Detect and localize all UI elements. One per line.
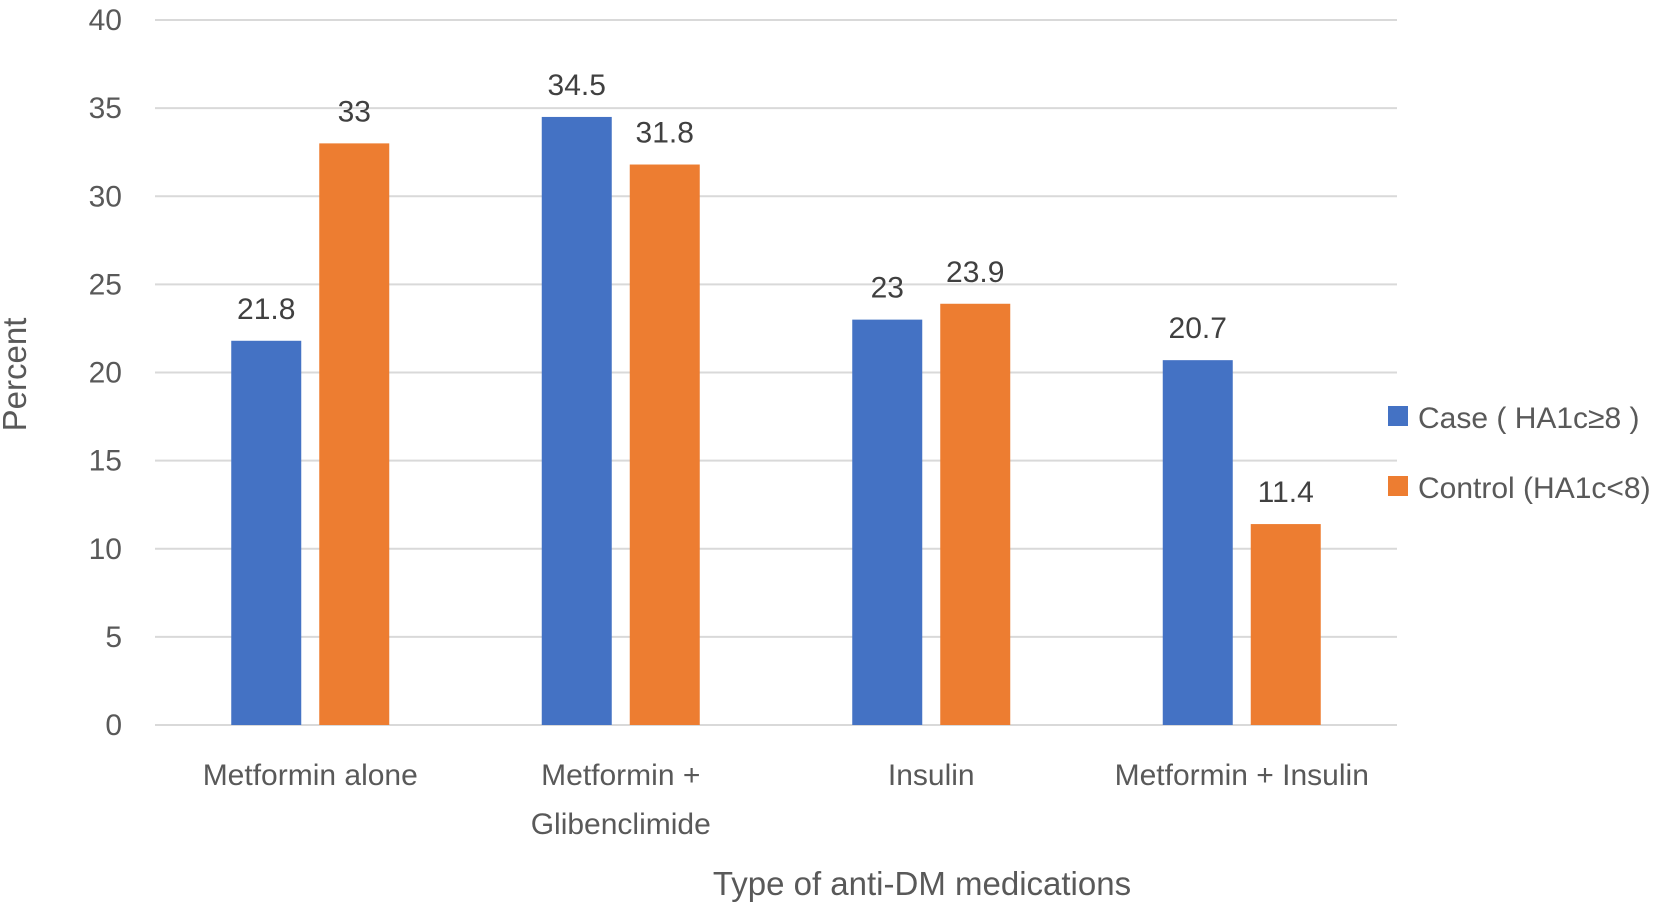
bar-control	[940, 303, 1011, 725]
data-label: 34.5	[548, 69, 606, 102]
x-tick-label: Insulin	[888, 759, 975, 792]
y-axis-title: Percent	[0, 318, 33, 432]
data-label: 21.8	[237, 293, 295, 326]
legend-label-control: Control (HA1c<8)	[1418, 472, 1651, 505]
y-tick-label: 25	[89, 268, 122, 301]
legend-swatch-control	[1388, 476, 1408, 496]
legend: Case ( HA1c≥8 ) Control (HA1c<8)	[1388, 402, 1651, 505]
bar-control	[1250, 524, 1321, 725]
y-tick-label: 15	[89, 445, 122, 478]
x-tick-label: Metformin + Insulin	[1115, 759, 1369, 792]
data-label: 23	[871, 272, 904, 305]
legend-label-case: Case ( HA1c≥8 )	[1418, 402, 1640, 435]
y-tick-label: 20	[89, 357, 122, 390]
bar-case	[541, 116, 612, 725]
bars	[231, 116, 1321, 725]
y-tick-label: 35	[89, 92, 122, 125]
data-label: 23.9	[946, 256, 1004, 289]
bar-case	[231, 340, 302, 725]
x-tick-label: Metformin +	[541, 759, 700, 792]
y-tick-label: 30	[89, 180, 122, 213]
y-axis-ticks: 0 5 10 15 20 25 30 35 40	[89, 4, 122, 742]
legend-swatch-case	[1388, 406, 1408, 426]
data-label: 31.8	[636, 117, 694, 150]
x-axis-ticks: Metformin alone Metformin + Glibenclimide I…	[203, 759, 1369, 841]
data-labels: 21.8 33 34.5 31.8 23 23.9 20.7 11.4	[237, 69, 1314, 509]
y-tick-label: 40	[89, 4, 122, 37]
y-tick-label: 5	[105, 621, 122, 654]
x-tick-label: Glibenclimide	[531, 808, 711, 841]
data-label: 20.7	[1169, 312, 1227, 345]
bar-control	[319, 143, 390, 725]
x-axis-title: Type of anti-DM medications	[713, 865, 1131, 902]
bar-case	[1162, 360, 1233, 725]
data-label: 33	[338, 95, 371, 128]
data-label: 11.4	[1258, 476, 1314, 509]
y-tick-label: 0	[105, 709, 122, 742]
bar-case	[852, 319, 923, 725]
y-tick-label: 10	[89, 533, 122, 566]
bar-control	[629, 164, 700, 725]
x-tick-label: Metformin alone	[203, 759, 418, 792]
